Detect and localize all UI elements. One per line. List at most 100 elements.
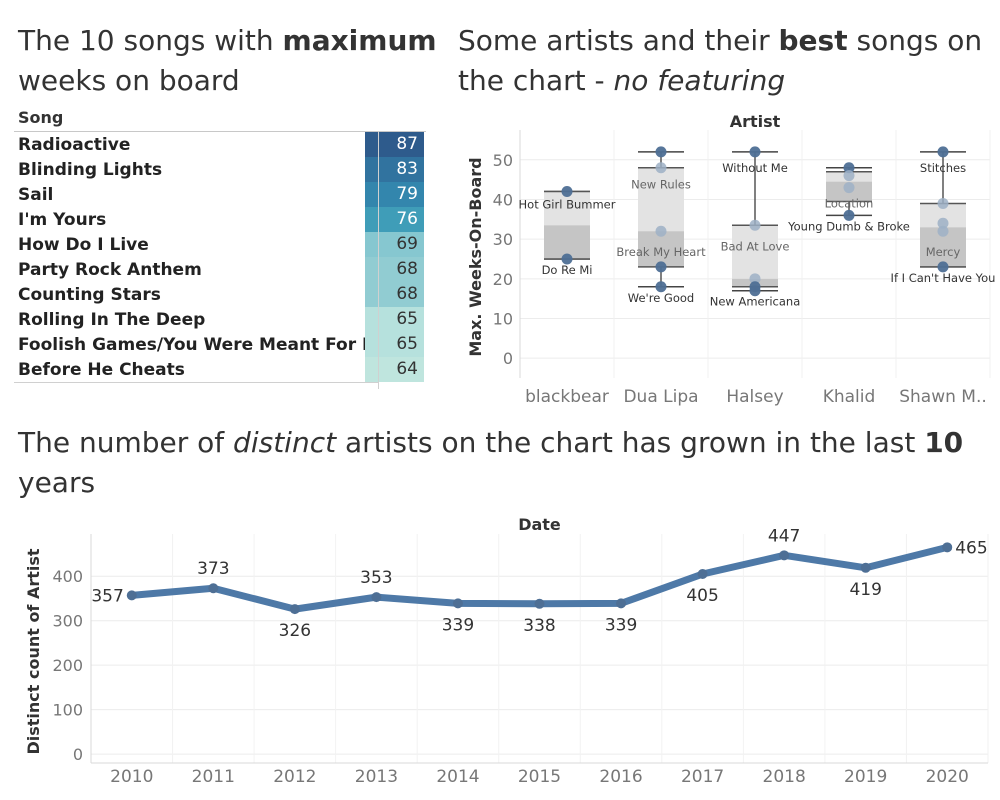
song-name: Rolling In The Deep [18, 310, 206, 330]
data-point [937, 225, 949, 237]
title-text: weeks on board [18, 64, 240, 97]
x-tick-label: 2020 [926, 767, 969, 787]
data-label: 373 [197, 559, 229, 579]
box-upper [544, 191, 590, 226]
title-text-bold: best [778, 24, 848, 57]
table-row: Before He Cheats 64 [14, 357, 426, 382]
table-row: Party Rock Anthem 68 [14, 257, 426, 282]
weeks-cell: 83 [365, 157, 424, 182]
weeks-cell: 65 [365, 307, 424, 332]
table-row: Radioactive 87 [14, 132, 426, 157]
song-name: Counting Stars [18, 285, 161, 305]
point-label: Hot Girl Bummer [519, 198, 616, 212]
title-text-italic: no featuring [613, 64, 786, 97]
boxplot-title: Some artists and their best songs on the… [458, 21, 998, 101]
data-label: 419 [849, 580, 881, 600]
x-tick-label: Halsey [726, 387, 783, 407]
data-point [655, 146, 667, 158]
x-tick-label: Dua Lipa [623, 387, 698, 407]
data-point [561, 186, 573, 198]
song-name: Foolish Games/You Were Meant For Me [18, 335, 391, 355]
x-tick-label: 2010 [110, 767, 153, 787]
y-axis-title: Max. Weeks-On-Board [466, 157, 485, 356]
data-label: 338 [523, 616, 555, 636]
title-text: artists on the chart has grown in the la… [336, 426, 925, 459]
distinct-artists-line-chart: Date 0 100 200 300 400 Distinct count of Artis… [24, 515, 989, 787]
weeks-cell: 79 [365, 182, 424, 207]
weeks-cell: 69 [365, 232, 424, 257]
y-tick-label: 400 [52, 567, 83, 586]
y-tick-label: 40 [493, 190, 513, 209]
weeks-cell: 64 [365, 357, 424, 382]
title-text: years [18, 466, 96, 499]
linechart-title: The number of distinct artists on the ch… [18, 423, 998, 503]
y-tick-label: 0 [73, 745, 83, 764]
point-label: New Americana [710, 295, 801, 309]
data-point [749, 273, 761, 285]
point-label: New Rules [631, 178, 691, 192]
x-tick-label: 2016 [599, 767, 642, 787]
weeks-cell: 68 [365, 257, 424, 282]
box-lower [544, 225, 590, 259]
title-text: The 10 songs with [18, 24, 283, 57]
title-text-bold: maximum [282, 24, 437, 57]
data-point [749, 285, 761, 297]
data-point [126, 590, 137, 601]
data-point [452, 598, 463, 609]
data-point [749, 146, 761, 158]
artist-boxplot-chart: Artist 0 10 20 30 40 50 Max. Weeks-On-Board blac… [466, 112, 996, 407]
point-label: Without Me [722, 161, 788, 175]
title-text: Some artists and their [458, 24, 779, 57]
y-tick-label: 0 [503, 349, 513, 368]
y-tick-label: 30 [493, 230, 513, 249]
y-tick-label: 50 [493, 151, 513, 170]
data-point [534, 598, 545, 609]
title-text: The number of [18, 426, 234, 459]
weeks-cell: 68 [365, 282, 424, 307]
table-row: Rolling In The Deep 65 [14, 307, 426, 332]
table-header-divider [14, 131, 426, 132]
weeks-cell: 65 [365, 332, 424, 357]
title-text-bold: 10 [924, 426, 964, 459]
x-tick-label: 2019 [844, 767, 887, 787]
x-tick-label: Khalid [823, 387, 876, 407]
x-tick-label: Shawn M.. [899, 387, 987, 407]
data-point [561, 253, 573, 265]
data-point [616, 598, 627, 609]
title-text: songs on the chart - [458, 24, 983, 97]
data-point [860, 562, 871, 573]
data-point [937, 217, 949, 229]
data-point [843, 209, 855, 221]
table-row: Blinding Lights 83 [14, 157, 426, 182]
y-tick-label: 20 [493, 270, 513, 289]
data-label: 353 [360, 568, 392, 588]
data-point [843, 170, 855, 182]
x-tick-label: 2013 [355, 767, 398, 787]
box-upper [638, 167, 684, 232]
data-point [937, 261, 949, 273]
song-name: Sail [18, 185, 54, 205]
data-label: 339 [605, 615, 637, 635]
data-label: 326 [279, 621, 311, 641]
x-tick-label: 2011 [192, 767, 235, 787]
data-point [655, 225, 667, 237]
point-label: Location [825, 197, 874, 211]
data-label: 405 [686, 586, 718, 606]
point-label: If I Can't Have You [891, 271, 996, 285]
table-row: Counting Stars 68 [14, 282, 426, 307]
table-header-song: Song [18, 108, 64, 127]
weeks-cell: 87 [365, 132, 424, 157]
table-bottom-border [14, 382, 379, 383]
x-tick-label: 2017 [681, 767, 724, 787]
data-point [697, 569, 708, 580]
data-point [937, 146, 949, 158]
song-name: Radioactive [18, 135, 131, 155]
x-tick-label: blackbear [525, 387, 609, 407]
data-point [208, 583, 219, 594]
data-label: 447 [768, 526, 800, 546]
data-point [371, 592, 382, 603]
point-label: We're Good [628, 291, 694, 305]
x-tick-label: 2015 [518, 767, 561, 787]
box-upper [920, 203, 966, 228]
data-point [937, 197, 949, 209]
